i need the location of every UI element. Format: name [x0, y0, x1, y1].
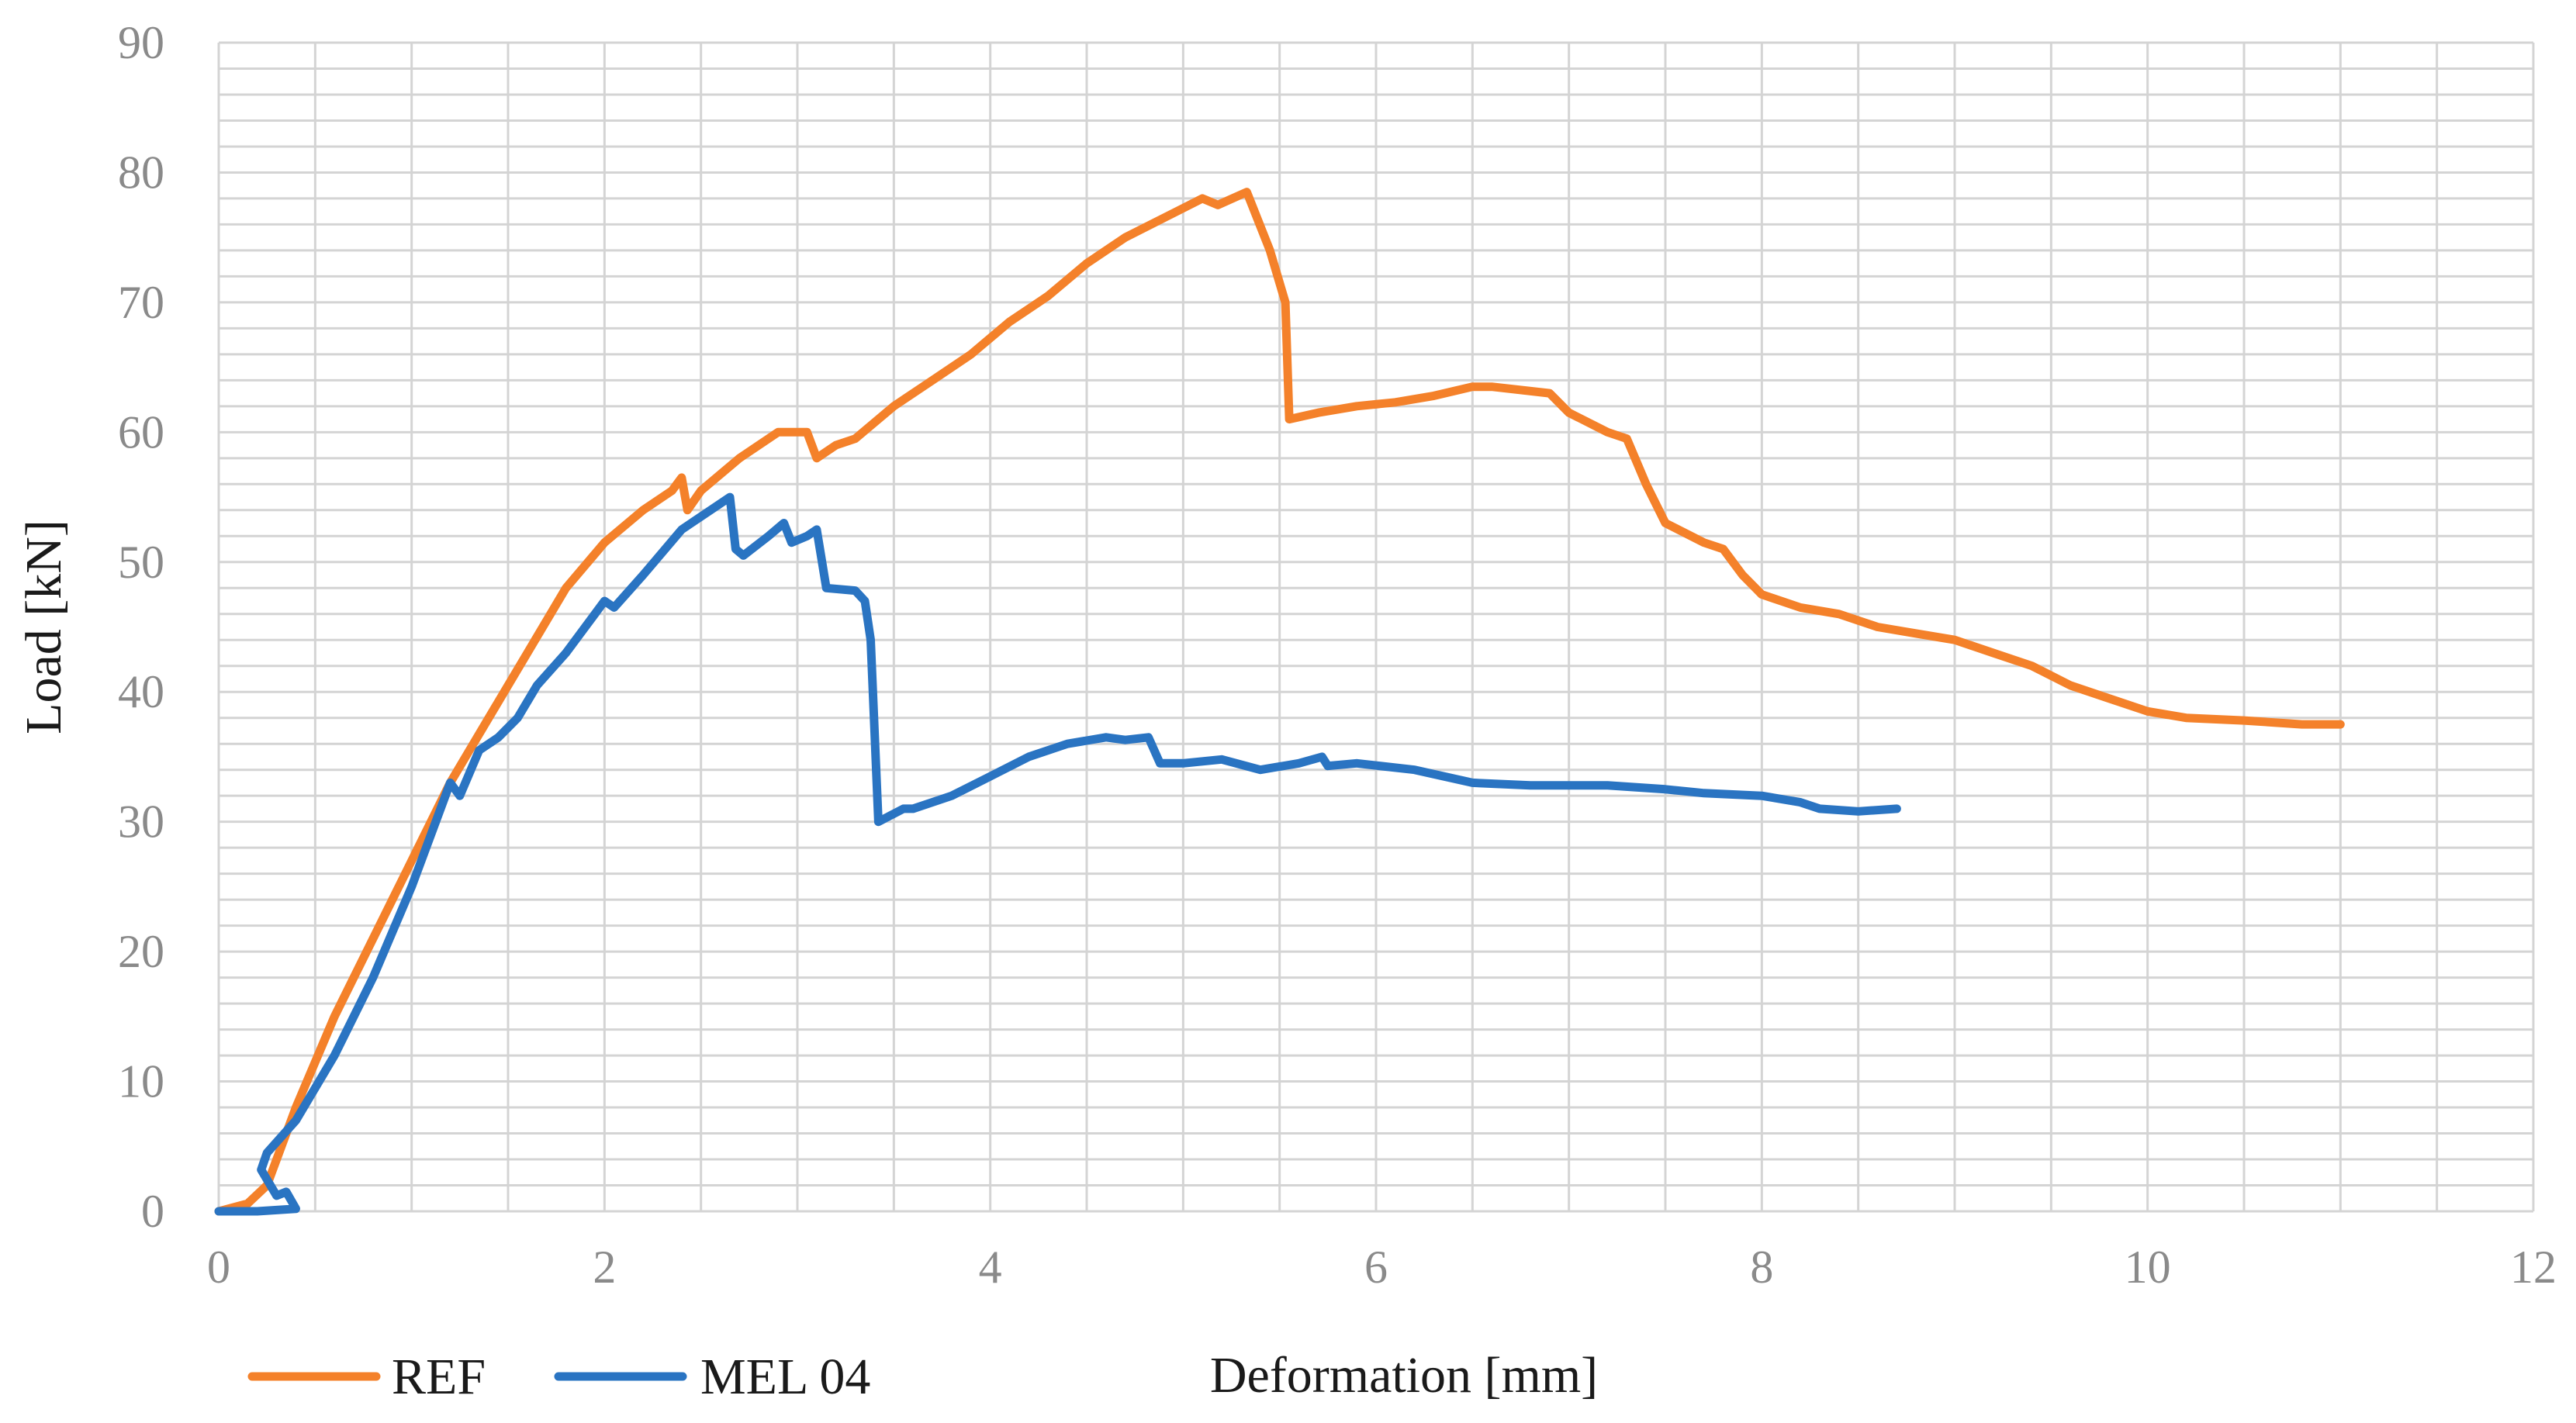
x-tick-label: 4 [979, 1242, 1002, 1293]
series-layer [214, 188, 2345, 1216]
y-axis-title: Load [kN] [16, 520, 72, 734]
y-tick-label: 80 [118, 147, 164, 198]
y-tick-label: 60 [118, 406, 164, 458]
legend-label: MEL 04 [700, 1349, 870, 1405]
x-tick-label: 2 [593, 1242, 616, 1293]
y-tick-label: 40 [118, 666, 164, 717]
y-tick-label: 20 [118, 926, 164, 977]
series-line-ref [214, 188, 2345, 1216]
y-tick-label: 50 [118, 537, 164, 588]
x-tick-label: 6 [1364, 1242, 1388, 1293]
x-tick-label: 12 [2510, 1242, 2557, 1293]
y-tick-label: 30 [118, 796, 164, 848]
chart-grid [217, 41, 2535, 1213]
legend-label: REF [392, 1349, 486, 1405]
series-line-mel-04 [214, 492, 1901, 1216]
y-tick-label: 90 [118, 17, 164, 68]
chart-legend: REF MEL 04 [247, 1349, 870, 1405]
y-tick-label: 0 [141, 1186, 164, 1237]
x-axis-title: Deformation [mm] [1210, 1347, 1598, 1404]
y-tick-label: 70 [118, 277, 164, 328]
x-tick-label: 10 [2125, 1242, 2171, 1293]
x-tick-label: 0 [207, 1242, 230, 1293]
x-tick-label: 8 [1750, 1242, 1773, 1293]
y-tick-label: 10 [118, 1056, 164, 1107]
tick-labels: 0 2 4 6 8 10 12 0 10 20 30 40 50 60 70 80 90 [118, 17, 2557, 1293]
